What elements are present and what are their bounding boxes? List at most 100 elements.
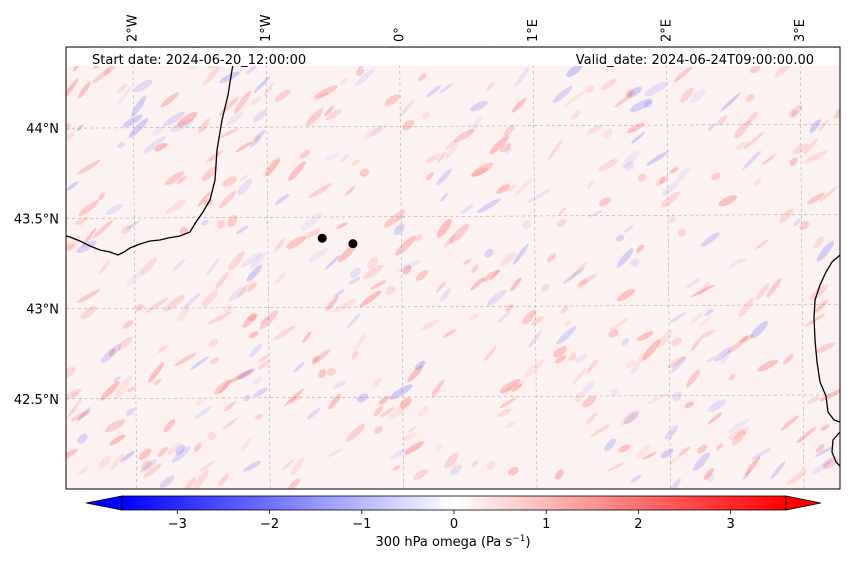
field-blob <box>630 258 640 267</box>
field-blob <box>121 225 132 235</box>
field-blob <box>274 193 290 206</box>
field-blob <box>108 348 116 357</box>
field-blob <box>402 432 417 442</box>
field-blob <box>198 460 216 473</box>
field-blob <box>92 68 111 84</box>
field-blob <box>346 424 365 442</box>
field-blob <box>742 470 751 480</box>
field-blob <box>630 361 641 375</box>
field-blob <box>265 158 280 176</box>
field-blob <box>169 119 194 133</box>
field-blob <box>395 259 421 273</box>
field-blob <box>156 344 169 354</box>
field-blob <box>116 85 134 106</box>
field-blob <box>668 453 684 465</box>
field-blob <box>324 105 334 117</box>
field-blob <box>449 464 462 476</box>
field-blob <box>117 141 125 149</box>
field-blob <box>250 96 262 106</box>
field-blob <box>422 111 431 120</box>
field-blob <box>237 280 255 298</box>
field-blob <box>500 380 526 395</box>
field-blob <box>249 343 263 358</box>
field-blob <box>780 415 799 431</box>
colorbar-tick-label: 1 <box>542 517 550 532</box>
field-blob <box>404 441 424 455</box>
field-blob <box>708 123 715 131</box>
field-blob <box>257 359 271 370</box>
field-blob <box>497 311 511 323</box>
field-blob <box>66 132 75 142</box>
field-blob <box>237 368 255 380</box>
field-blob <box>783 353 794 365</box>
field-blob <box>822 457 839 470</box>
field-blob <box>526 189 550 204</box>
field-blob <box>528 329 543 348</box>
field-blob <box>607 462 625 472</box>
field-blob <box>253 134 261 142</box>
latitude-label: 43.5°N <box>14 212 59 227</box>
field-blob <box>367 256 379 270</box>
field-blob <box>677 228 686 237</box>
field-blob <box>193 406 212 420</box>
field-blob <box>668 215 677 224</box>
field-blob <box>247 282 258 292</box>
map-frame <box>65 46 841 490</box>
field-blob <box>389 384 413 400</box>
field-blob <box>444 452 459 469</box>
field-blob <box>739 334 754 343</box>
field-blob <box>384 94 400 107</box>
field-blob <box>100 381 120 401</box>
field-blob <box>507 466 519 476</box>
field-blob <box>718 195 738 207</box>
field-blob <box>205 258 220 277</box>
field-blob <box>690 88 706 104</box>
field-blob <box>70 391 80 400</box>
meridian-line <box>132 47 137 489</box>
field-blob <box>623 411 639 424</box>
field-blob <box>512 243 529 265</box>
field-blob <box>585 412 598 426</box>
field-blob <box>814 299 829 314</box>
field-blob <box>555 355 567 364</box>
field-blob <box>78 81 91 99</box>
field-blob <box>414 360 426 370</box>
field-blob <box>564 90 586 107</box>
field-blob <box>141 460 152 470</box>
field-blob <box>553 86 573 103</box>
field-blob <box>250 129 266 148</box>
field-blob <box>661 181 679 197</box>
field-blob <box>608 329 619 338</box>
colorbar-tick-label: 3 <box>727 517 735 532</box>
field-blob <box>104 419 126 433</box>
field-blob <box>471 264 479 273</box>
field-blob <box>503 124 516 136</box>
field-blob <box>699 329 716 339</box>
field-blob <box>620 409 640 426</box>
field-blob <box>392 465 401 471</box>
field-blob <box>630 474 642 483</box>
field-blob <box>460 204 474 215</box>
field-blob <box>667 356 686 369</box>
field-blob <box>625 359 638 368</box>
field-blob <box>589 210 603 218</box>
field-blob <box>362 264 384 280</box>
field-blob <box>807 192 826 205</box>
field-blob <box>587 181 594 189</box>
field-blob <box>219 128 239 138</box>
field-blob <box>486 460 496 471</box>
field-blob <box>676 166 691 183</box>
field-blob <box>242 314 257 328</box>
field-blob <box>216 220 226 229</box>
field-blob <box>786 469 808 486</box>
colorbar-ticks: −3 −2 −1 0 1 2 3 <box>168 510 735 532</box>
field-blob <box>803 150 828 164</box>
field-blob <box>818 119 829 132</box>
omega-field <box>66 47 840 489</box>
field-blob <box>253 387 268 397</box>
field-blob <box>431 387 441 399</box>
field-blob <box>417 405 430 417</box>
field-blob <box>443 234 456 248</box>
field-blob <box>642 338 661 361</box>
field-blob <box>198 118 210 133</box>
